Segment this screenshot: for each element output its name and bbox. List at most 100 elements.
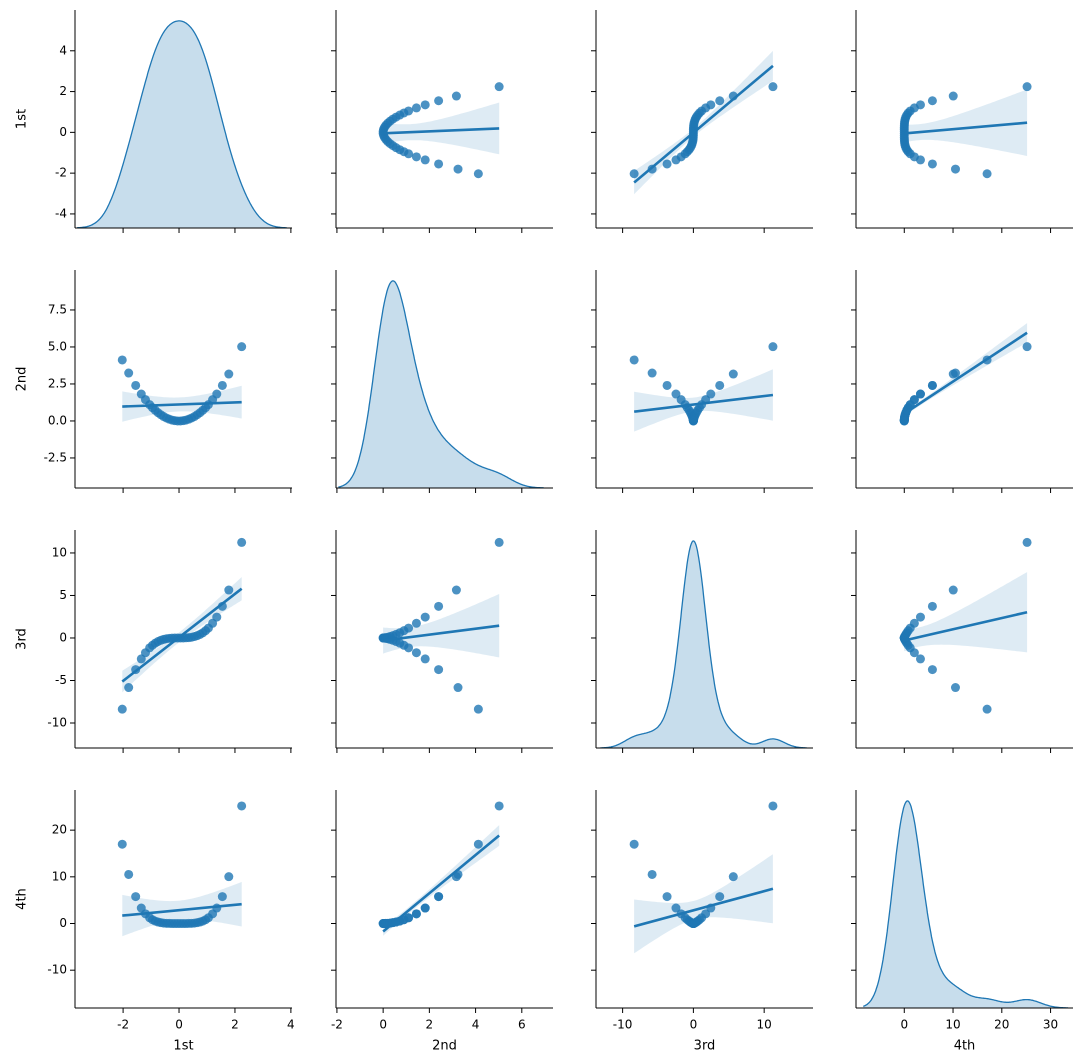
point — [131, 892, 141, 902]
point — [927, 601, 937, 611]
cell — [378, 537, 504, 714]
point — [948, 91, 958, 101]
point — [131, 380, 141, 390]
point — [434, 665, 444, 675]
cell — [899, 323, 1032, 426]
reg-line — [383, 127, 500, 135]
y-axis-label: 2nd — [15, 367, 30, 392]
kde-fill — [77, 20, 287, 228]
point — [212, 389, 222, 399]
point — [237, 342, 247, 352]
x-tick-label: -2 — [117, 1018, 129, 1032]
x-tick-label: 2 — [426, 1018, 434, 1032]
point — [494, 82, 504, 92]
y-tick-label: 10 — [52, 545, 67, 559]
point — [1022, 537, 1032, 547]
point — [662, 892, 672, 902]
point — [124, 368, 134, 378]
reg-line — [903, 610, 1028, 642]
point — [948, 585, 958, 595]
point — [237, 801, 247, 811]
x-tick-label: 20 — [994, 1018, 1009, 1032]
point — [927, 159, 937, 169]
point — [768, 801, 778, 811]
point — [728, 872, 738, 882]
point — [671, 903, 681, 913]
cell — [629, 50, 778, 195]
point — [1022, 342, 1032, 352]
y-tick-label: 2.5 — [48, 376, 67, 390]
point — [728, 369, 738, 379]
kde-line — [600, 540, 807, 748]
x-tick-label: 10 — [945, 1018, 960, 1032]
point — [411, 648, 421, 658]
reg-line — [121, 587, 243, 683]
point — [224, 585, 234, 595]
point — [217, 380, 227, 390]
point — [494, 537, 504, 547]
point — [411, 909, 421, 919]
point — [117, 839, 127, 849]
ci-band — [904, 89, 1028, 156]
kde-line — [863, 800, 1069, 1008]
point — [224, 369, 234, 379]
point — [629, 839, 639, 849]
y-tick-label: -4 — [55, 206, 67, 220]
reg-line — [122, 902, 242, 917]
point — [237, 537, 247, 547]
point — [473, 169, 483, 179]
point — [715, 380, 725, 390]
point — [629, 169, 639, 179]
x-tick-label: 6 — [518, 1018, 526, 1032]
reg-line — [633, 887, 774, 928]
reg-line — [382, 834, 500, 933]
point — [706, 100, 716, 110]
point — [948, 369, 958, 379]
point — [224, 872, 234, 882]
kde-line — [338, 280, 544, 488]
x-axis-label: 1st — [173, 1039, 193, 1054]
cell — [600, 540, 807, 748]
point — [420, 903, 430, 913]
point — [715, 96, 725, 106]
x-tick-label: 0 — [379, 1018, 387, 1032]
point — [915, 100, 925, 110]
point — [701, 909, 711, 919]
reg-line — [633, 64, 774, 184]
point — [453, 683, 463, 693]
point — [411, 152, 421, 162]
x-tick-label: 0 — [690, 1018, 698, 1032]
x-axis-label: 2nd — [432, 1039, 457, 1054]
x-tick-label: 0 — [175, 1018, 183, 1032]
point — [1022, 82, 1032, 92]
point — [715, 892, 725, 902]
y-tick-label: -2.5 — [44, 450, 67, 464]
y-tick-label: 0 — [59, 125, 67, 139]
y-tick-label: -10 — [47, 716, 67, 730]
point — [927, 96, 937, 106]
point — [950, 683, 960, 693]
x-axis-label: 4th — [954, 1039, 976, 1054]
point — [404, 913, 414, 923]
cell — [863, 800, 1069, 1008]
point — [662, 159, 672, 169]
x-tick-label: -2 — [331, 1018, 343, 1032]
point — [473, 704, 483, 714]
y-tick-label: 20 — [52, 823, 67, 837]
reg-line — [904, 121, 1028, 135]
cell — [378, 82, 504, 179]
point — [647, 869, 657, 879]
y-tick-label: -2 — [55, 166, 67, 180]
y-tick-label: -5 — [55, 673, 67, 687]
point — [915, 612, 925, 622]
point — [124, 683, 134, 693]
point — [927, 380, 937, 390]
y-axis-label: 4th — [15, 888, 30, 910]
cell — [117, 342, 247, 426]
point — [404, 106, 414, 116]
point — [950, 164, 960, 174]
cell — [338, 280, 544, 488]
point — [451, 91, 461, 101]
reg-line — [633, 393, 774, 413]
